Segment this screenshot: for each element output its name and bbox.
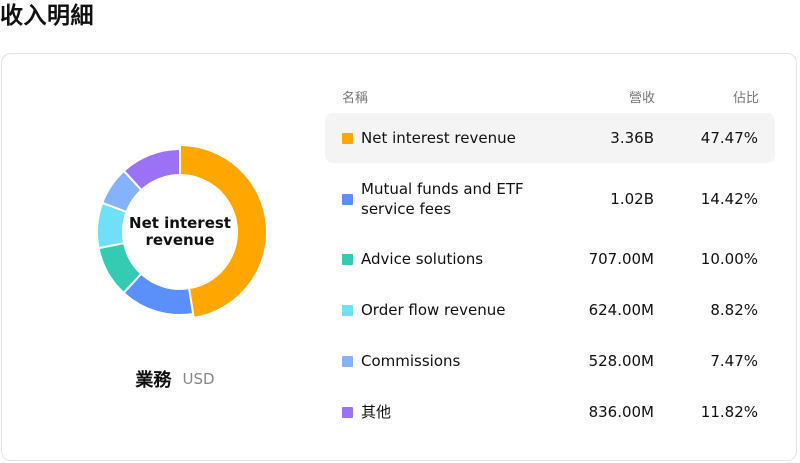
legend-swatch	[342, 194, 353, 205]
row-name: Net interest revenue	[361, 129, 516, 147]
table-header: 名稱 營收 佔比	[340, 87, 760, 106]
row-revenue: 3.36B	[610, 129, 654, 147]
legend-swatch	[342, 356, 353, 367]
table-row[interactable]: Commissions 528.00M 7.47%	[325, 336, 775, 386]
row-revenue: 528.00M	[588, 352, 654, 370]
chart-caption-title: 業務	[135, 370, 172, 391]
table-row[interactable]: 其他 836.00M 11.82%	[325, 387, 775, 437]
donut-center-label: Net interest revenue	[129, 214, 231, 249]
legend-swatch	[342, 407, 353, 418]
column-header-share: 佔比	[732, 91, 759, 106]
table-row[interactable]: Advice solutions 707.00M 10.00%	[325, 234, 775, 284]
legend-swatch	[342, 133, 353, 144]
donut-slice[interactable]	[179, 143, 268, 320]
chart-caption-unit: USD	[182, 370, 215, 388]
row-name: Mutual funds and ETF service fees	[361, 180, 524, 218]
donut-slice[interactable]	[122, 147, 181, 192]
legend-swatch	[342, 305, 353, 316]
row-share: 10.00%	[700, 250, 758, 268]
table-row[interactable]: Order flow revenue 624.00M 8.82%	[325, 285, 775, 335]
row-name: 其他	[361, 403, 392, 421]
row-share: 7.47%	[710, 352, 758, 370]
row-share: 8.82%	[710, 301, 758, 319]
row-share: 47.47%	[700, 129, 758, 147]
table-row[interactable]: Mutual funds and ETF service fees 1.02B …	[325, 174, 775, 224]
row-share: 14.42%	[700, 190, 758, 208]
row-revenue: 707.00M	[588, 250, 654, 268]
row-name: Commissions	[361, 352, 461, 370]
chart-caption: 業務 USD	[0, 366, 350, 392]
donut-chart: Net interest revenue	[90, 142, 270, 322]
table-row[interactable]: Net interest revenue 3.36B 47.47%	[325, 113, 775, 163]
row-name: Advice solutions	[361, 250, 484, 268]
row-name: Order flow revenue	[361, 301, 506, 319]
column-header-revenue: 營收	[628, 91, 655, 106]
row-revenue: 836.00M	[588, 403, 654, 421]
row-share: 11.82%	[700, 403, 758, 421]
row-revenue: 1.02B	[610, 190, 654, 208]
row-revenue: 624.00M	[588, 301, 654, 319]
column-header-name: 名稱	[342, 91, 369, 106]
page-title: 收入明細	[0, 3, 94, 29]
legend-swatch	[342, 254, 353, 265]
